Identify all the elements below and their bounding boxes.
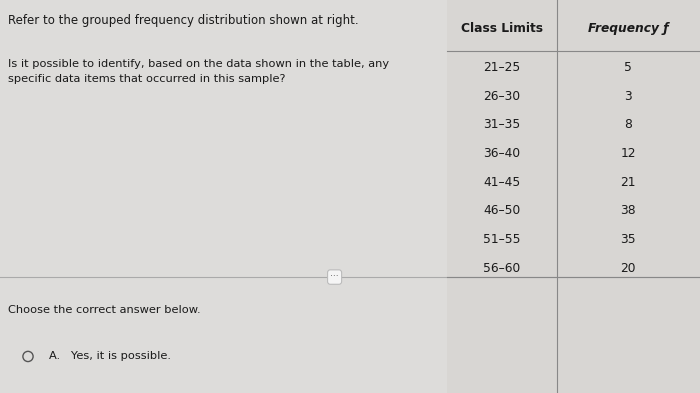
Text: Choose the correct answer below.: Choose the correct answer below. [8,305,201,314]
Text: 21: 21 [620,176,636,189]
Text: 41–45: 41–45 [483,176,520,189]
Text: 8: 8 [624,118,632,131]
Text: 38: 38 [620,204,636,217]
FancyBboxPatch shape [447,0,700,393]
Text: 35: 35 [620,233,636,246]
Text: Refer to the grouped frequency distribution shown at right.: Refer to the grouped frequency distribut… [8,14,359,27]
Text: 36–40: 36–40 [483,147,520,160]
Text: 26–30: 26–30 [483,90,520,103]
Text: A.   Yes, it is possible.: A. Yes, it is possible. [49,351,171,362]
Text: Frequency ƒ: Frequency ƒ [588,22,668,35]
Text: 31–35: 31–35 [483,118,520,131]
Text: 3: 3 [624,90,632,103]
Text: ···: ··· [330,273,339,281]
Text: 56–60: 56–60 [483,262,520,275]
Text: 51–55: 51–55 [483,233,520,246]
Text: 46–50: 46–50 [483,204,520,217]
Text: 20: 20 [620,262,636,275]
Text: 12: 12 [620,147,636,160]
Text: 5: 5 [624,61,632,74]
Text: Class Limits: Class Limits [461,22,542,35]
Text: 21–25: 21–25 [483,61,520,74]
Text: Is it possible to identify, based on the data shown in the table, any
specific d: Is it possible to identify, based on the… [8,59,389,84]
